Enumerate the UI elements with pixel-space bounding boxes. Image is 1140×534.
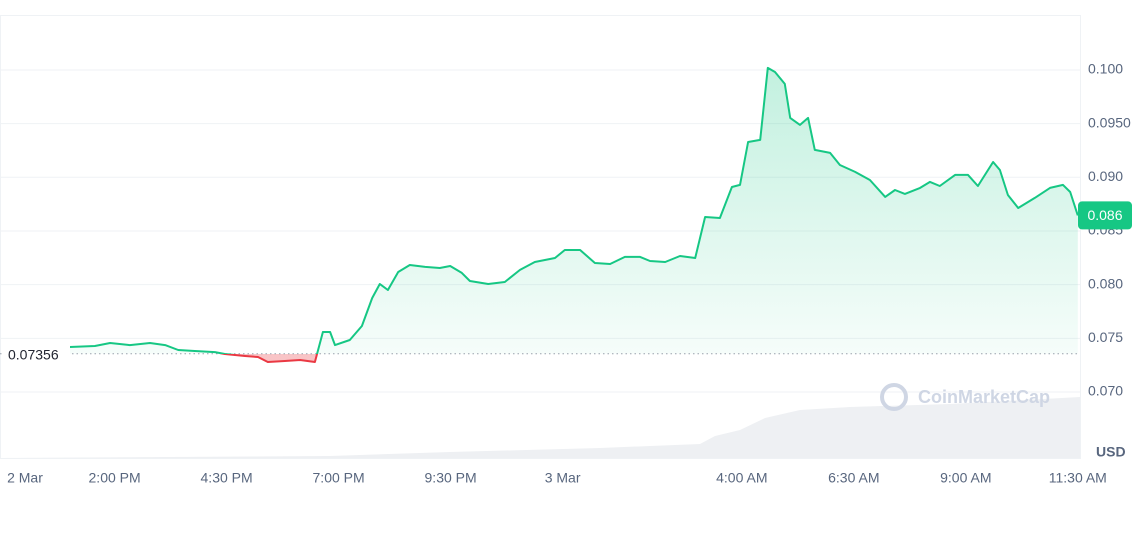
y-tick-label: 0.100 <box>1088 61 1123 77</box>
price-line <box>69 66 1079 363</box>
x-tick-label: 7:00 PM <box>313 470 365 486</box>
x-tick-label: 9:00 AM <box>940 470 991 486</box>
volume-area <box>0 397 1080 458</box>
currency-label: USD <box>1096 444 1126 460</box>
y-tick-label: 0.090 <box>1088 168 1123 184</box>
baseline-label: 0.07356 <box>8 346 59 362</box>
plot-frame <box>0 15 1081 459</box>
x-tick-label: 3 Mar <box>545 470 581 486</box>
x-tick-label: 2:00 PM <box>89 470 141 486</box>
y-tick-label: 0.080 <box>1088 275 1123 291</box>
x-tick-label: 11:30 AM <box>1049 470 1107 486</box>
y-tick-label: 0.075 <box>1088 329 1123 345</box>
watermark-logo <box>880 383 908 411</box>
x-tick-label: 9:30 PM <box>425 470 477 486</box>
baseline-label-bg <box>4 344 70 363</box>
price-area <box>69 67 1078 363</box>
last-value-label: 0.086 <box>1087 207 1122 223</box>
y-tick-label: 0.070 <box>1088 383 1123 399</box>
x-tick-label: 4:30 PM <box>201 470 253 486</box>
last-value-tag <box>1078 201 1132 230</box>
x-tick-label: 2 Mar <box>7 470 43 486</box>
x-tick-label: 4:00 AM <box>716 470 767 486</box>
y-tick-label: 0.0950 <box>1088 114 1131 130</box>
watermark-group: CoinMarketCap <box>880 383 1050 411</box>
watermark: CoinMarketCap <box>918 387 1050 407</box>
x-tick-label: 6:30 AM <box>828 470 879 486</box>
